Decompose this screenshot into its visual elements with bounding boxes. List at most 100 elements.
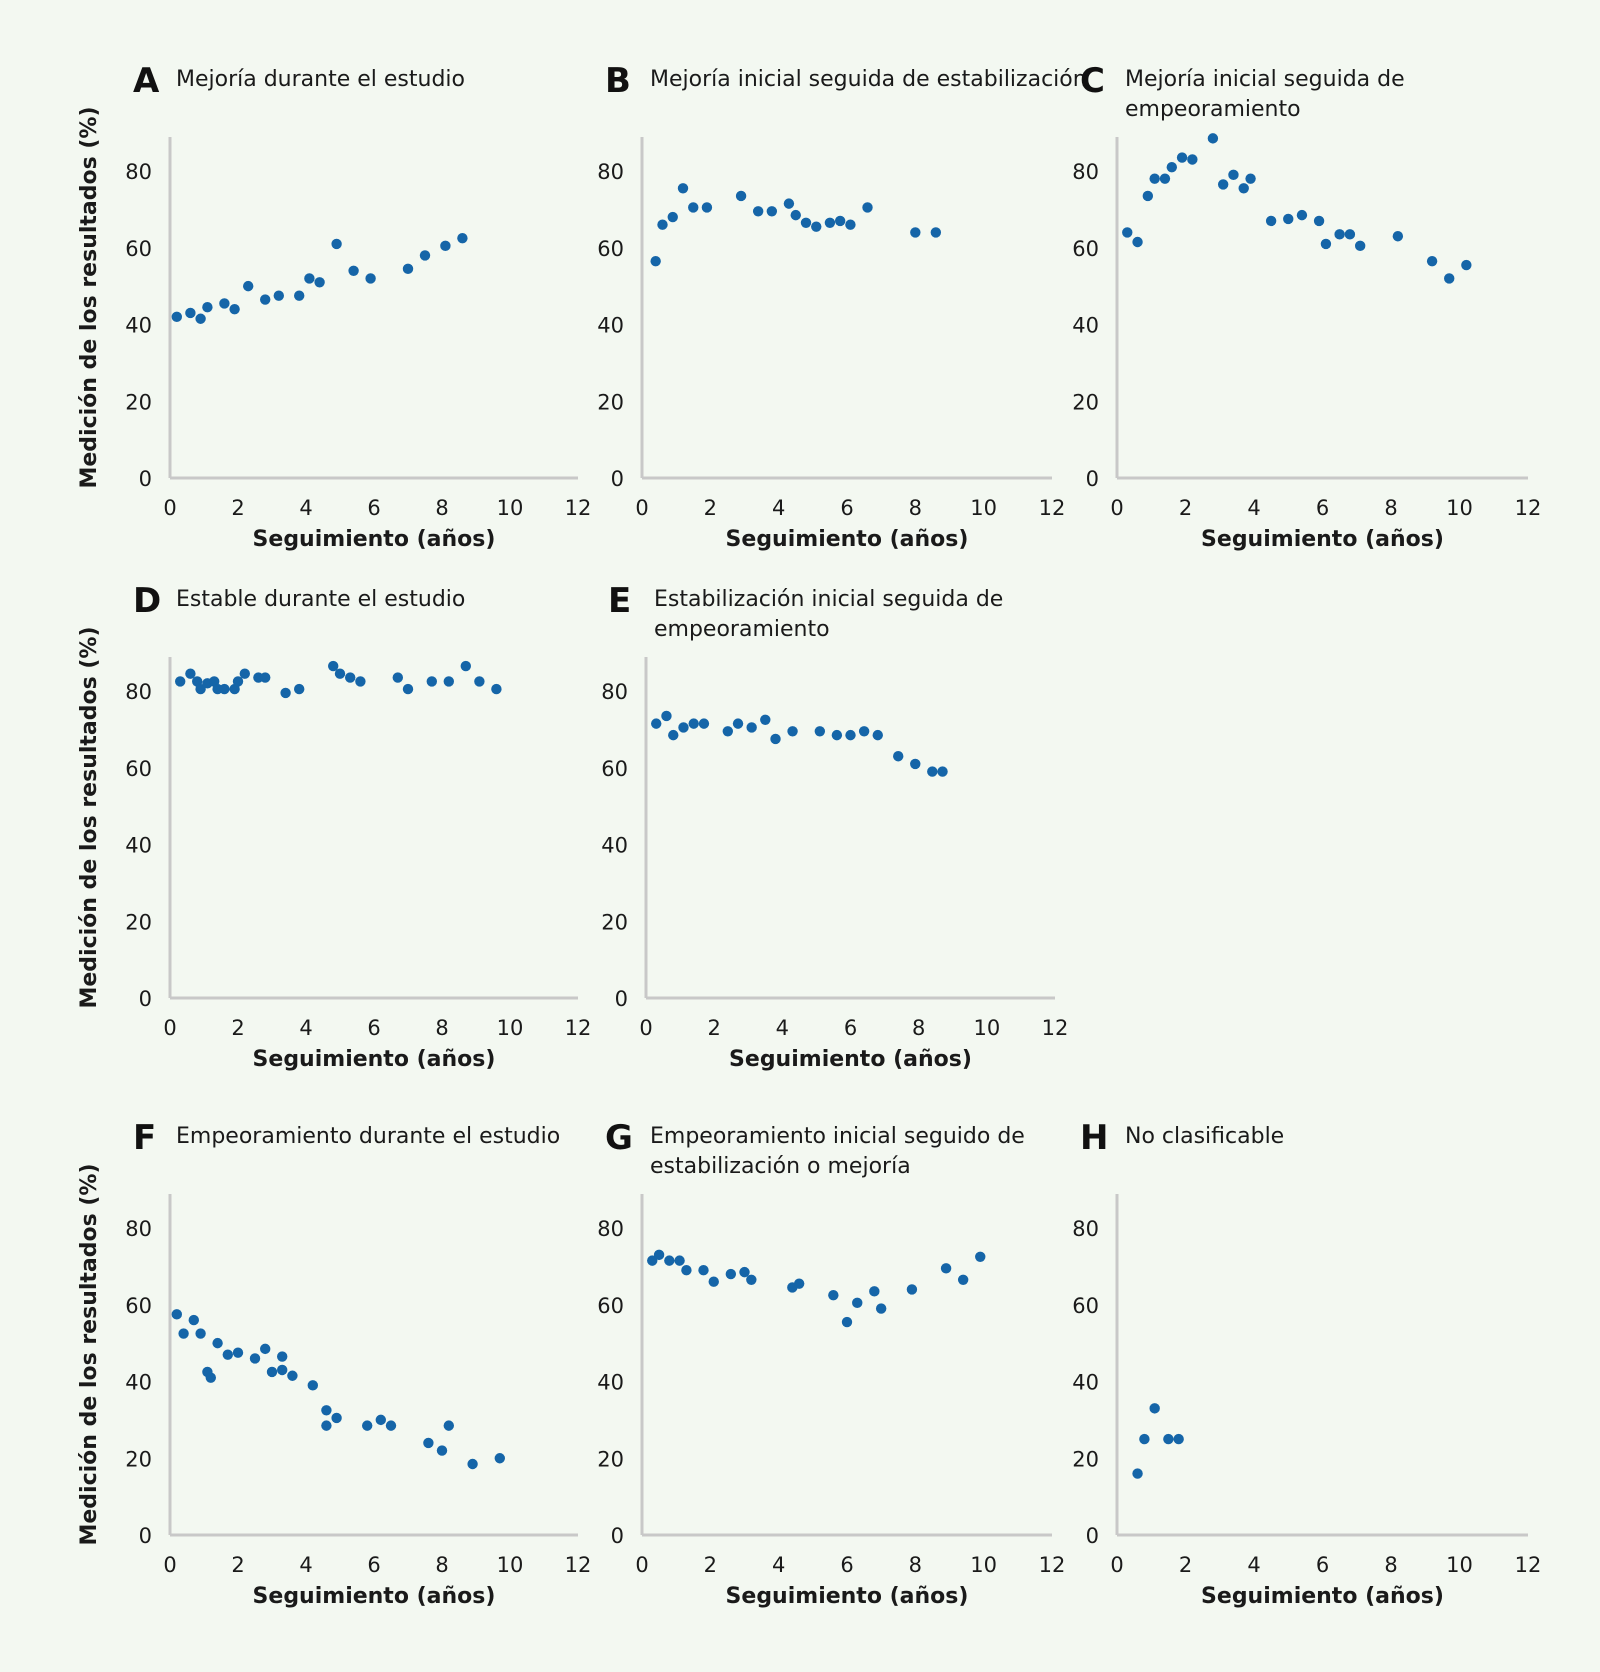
data-point: [1159, 173, 1171, 184]
data-point: [260, 672, 271, 683]
data-point: [188, 1314, 199, 1326]
data-point: [841, 1316, 853, 1328]
data-point: [243, 280, 254, 292]
x-tick-label: 0: [1110, 1553, 1123, 1577]
data-point: [219, 683, 230, 695]
data-point: [732, 718, 744, 729]
data-points: [1122, 133, 1472, 284]
y-tick-label: 60: [601, 757, 628, 781]
data-point: [195, 683, 206, 695]
data-point: [229, 303, 240, 315]
x-tick-label: 6: [367, 1016, 380, 1040]
y-tick-label: 60: [1072, 1294, 1099, 1318]
y-tick-label: 0: [615, 987, 628, 1011]
x-axis-label: Seguimiento (años): [729, 1047, 972, 1072]
data-point: [725, 1268, 737, 1280]
data-point: [910, 758, 921, 770]
x-tick-label: 12: [1039, 1553, 1066, 1577]
data-point: [875, 1303, 887, 1314]
panel-title: Empeoramiento durante el estudio: [176, 1124, 560, 1149]
data-point: [1149, 1403, 1160, 1414]
y-tick-label: 40: [1072, 1371, 1099, 1395]
panel-a: A Mejoría durante el estudio 0 20 40 60 80 0 2 4 6…: [77, 61, 591, 552]
data-point: [385, 1420, 397, 1431]
x-tick-label: 10: [970, 1553, 997, 1577]
data-point: [834, 215, 846, 227]
data-point: [249, 1353, 261, 1364]
data-point: [239, 668, 250, 679]
y-tick-label: 80: [597, 160, 624, 184]
data-point: [348, 265, 359, 276]
panel-title: Mejoría inicial seguida de estabilizació…: [650, 67, 1087, 92]
y-tick-label: 0: [611, 1524, 624, 1548]
data-point: [1283, 213, 1294, 225]
x-tick-label: 4: [299, 1016, 312, 1040]
data-point: [862, 202, 873, 213]
data-point: [1187, 154, 1198, 165]
data-point: [661, 710, 672, 722]
data-point: [1176, 152, 1188, 163]
y-tick-label: 60: [125, 757, 152, 781]
x-axis-label: Seguimiento (años): [1201, 527, 1444, 552]
data-points: [651, 710, 948, 777]
y-tick-label: 0: [611, 467, 624, 491]
x-tick-label: 4: [299, 496, 312, 520]
data-point: [1142, 190, 1154, 202]
data-point: [494, 1453, 505, 1464]
data-point: [402, 683, 414, 695]
data-point: [1265, 215, 1277, 227]
data-point: [1149, 173, 1160, 184]
data-point: [677, 183, 689, 194]
panel-title: No clasificable: [1125, 1124, 1284, 1149]
data-point: [219, 298, 230, 309]
data-points: [171, 232, 468, 324]
y-axis-label: Medición de los resultados (%): [77, 1163, 102, 1545]
panel-title: Estable durante el estudio: [176, 587, 465, 612]
y-tick-label: 40: [1072, 314, 1099, 338]
data-point: [930, 227, 942, 238]
x-tick-label: 0: [639, 1016, 652, 1040]
x-tick-label: 8: [909, 496, 922, 520]
data-point: [1207, 133, 1219, 144]
x-tick-label: 10: [497, 496, 524, 520]
data-point: [277, 1364, 288, 1376]
data-point: [770, 733, 781, 745]
data-point: [314, 277, 325, 288]
x-tick-label: 10: [1446, 496, 1473, 520]
data-point: [331, 1412, 342, 1424]
panel-letter: D: [133, 581, 161, 621]
data-point: [171, 311, 182, 323]
data-point: [975, 1251, 986, 1262]
data-point: [893, 751, 904, 762]
x-tick-label: 8: [912, 1016, 925, 1040]
x-tick-label: 0: [635, 1553, 648, 1577]
data-point: [185, 307, 196, 319]
x-tick-label: 4: [776, 1016, 789, 1040]
data-point: [287, 1370, 298, 1381]
data-point: [195, 313, 206, 324]
x-tick-label: 2: [1179, 496, 1192, 520]
data-point: [1245, 173, 1256, 184]
data-point: [362, 1420, 373, 1431]
x-axis-label: Seguimiento (años): [726, 527, 969, 552]
data-point: [698, 1265, 709, 1276]
data-point: [793, 1278, 805, 1289]
x-tick-label: 4: [772, 496, 785, 520]
y-tick-label: 0: [139, 467, 152, 491]
x-tick-label: 10: [1446, 1553, 1473, 1577]
y-tick-label: 80: [125, 1217, 152, 1241]
data-point: [460, 660, 471, 672]
data-point: [752, 206, 764, 217]
data-point: [852, 1297, 863, 1309]
x-tick-label: 4: [772, 1553, 785, 1577]
y-tick-label: 20: [601, 910, 628, 934]
data-point: [1166, 161, 1178, 173]
x-tick-label: 2: [704, 1553, 717, 1577]
panel-b: B Mejoría inicial seguida de estabilizaci…: [597, 61, 1086, 552]
x-tick-label: 12: [1039, 496, 1066, 520]
y-tick-label: 40: [125, 314, 152, 338]
panel-f: F Empeoramiento durante el estudio0204060…: [77, 1118, 591, 1609]
data-point: [321, 1420, 332, 1431]
y-tick-label: 60: [125, 237, 152, 261]
